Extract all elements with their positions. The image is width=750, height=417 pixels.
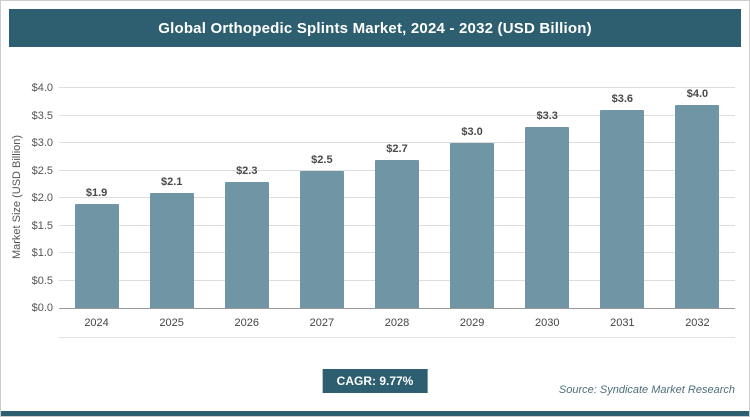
x-tick-label: 2026 (234, 317, 260, 329)
bar-slot: $2.5 (284, 88, 359, 308)
bar-slot: $1.9 (59, 88, 134, 308)
bar (149, 192, 194, 308)
gridline (59, 142, 735, 143)
bar (74, 203, 119, 308)
gridline (59, 87, 735, 88)
cagr-badge: CAGR: 9.77% (322, 369, 428, 393)
y-tick-label: $3.5 (31, 109, 53, 122)
bar (600, 110, 645, 308)
y-tick-label: $3.0 (31, 137, 53, 149)
x-tick-label: 2028 (384, 317, 410, 329)
bar-slot: $4.0 (660, 88, 735, 308)
source-attribution: Source: Syndicate Market Research (558, 384, 735, 396)
y-axis-ticks: $0.0 $0.5 $1.0 $1.5 $2.0 $2.5 $3.0 $3.5 $4.0 (19, 82, 53, 314)
x-tick-label: 2031 (610, 317, 635, 329)
x-tick-label: 2027 (309, 317, 335, 329)
bar-data-label: $1.9 (85, 186, 108, 199)
bar (299, 170, 344, 308)
bar-data-label: $3.3 (536, 109, 558, 122)
bottom-accent-bar (1, 411, 749, 416)
bars-container: $1.9 $2.1 $2.3 $2.5 $2.7 $3.0 $3.3 $3.6 $4.0 (59, 88, 735, 308)
bar-slot: $3.0 (435, 88, 510, 308)
x-axis-labels: 2024 2025 2026 2027 2028 2029 2030 2031 2032 (59, 311, 735, 338)
x-tick-label: 2030 (534, 317, 560, 329)
bar (450, 143, 495, 308)
bar-slot: $2.3 (209, 88, 284, 308)
bar (374, 159, 419, 308)
y-tick-label: $0.5 (31, 274, 53, 287)
bar (675, 105, 720, 308)
chart-title-bar: Global Orthopedic Splints Market, 2024 -… (9, 9, 741, 47)
y-tick-label: $2.5 (31, 164, 53, 177)
bar-data-label: $4.0 (686, 88, 709, 100)
bar-slot: $3.3 (510, 88, 585, 308)
x-tick-label: 2032 (685, 317, 710, 329)
gridline (59, 114, 735, 116)
bar-slot: $2.7 (359, 88, 434, 308)
bar-data-label: $2.1 (160, 175, 183, 188)
bar-slot: $2.1 (134, 88, 209, 308)
bar (224, 181, 269, 308)
bar-data-label: $2.3 (236, 164, 258, 177)
bar (525, 126, 570, 308)
bar-data-label: $3.6 (611, 93, 634, 105)
x-tick-label: 2024 (84, 317, 109, 329)
x-tick-label: 2025 (159, 317, 184, 329)
bar-data-label: $3.0 (461, 126, 483, 138)
y-tick-label: $1.5 (31, 219, 53, 232)
chart-title: Global Orthopedic Splints Market, 2024 -… (158, 19, 592, 37)
x-tick-label: 2029 (459, 317, 485, 329)
y-tick-label: $4.0 (31, 82, 53, 94)
plot-area: $1.9 $2.1 $2.3 $2.5 $2.7 $3.0 $3.3 $3.6 $4.0 (59, 87, 735, 309)
bar-data-label: $2.7 (386, 142, 408, 155)
y-tick-label: $0.0 (31, 302, 53, 314)
y-tick-label: $1.0 (31, 247, 53, 259)
bar-data-label: $2.5 (311, 153, 333, 166)
y-tick-label: $2.0 (31, 192, 53, 204)
bar-slot: $3.6 (585, 88, 660, 308)
